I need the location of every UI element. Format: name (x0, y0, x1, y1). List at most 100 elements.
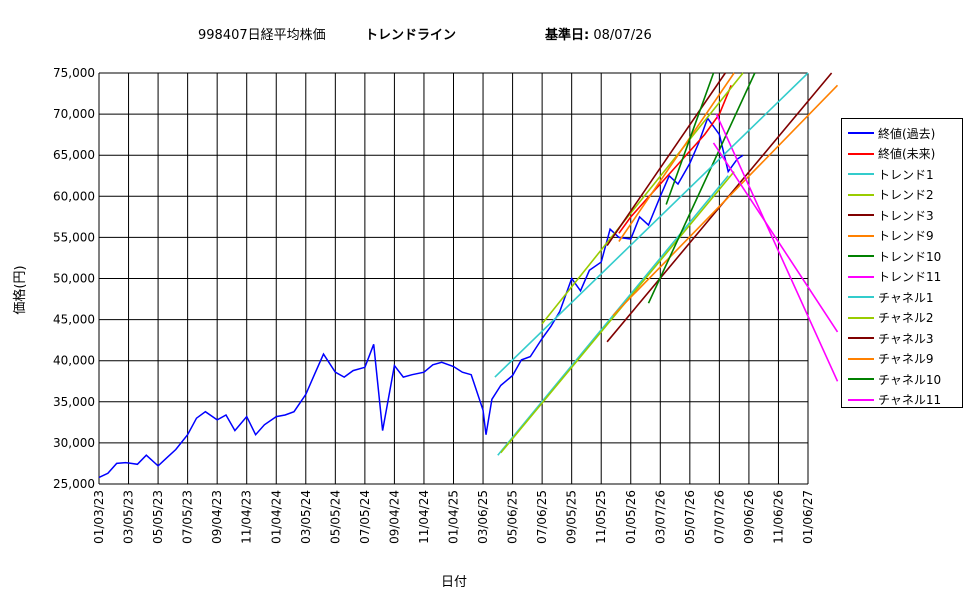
x-tick-label: 01/06/27 (801, 490, 815, 544)
y-tick-label: 60,000 (53, 189, 95, 203)
x-tick-label: 09/06/26 (742, 490, 756, 544)
y-tick-label: 35,000 (53, 395, 95, 409)
series-line-10 (606, 72, 726, 247)
x-tick-label: 01/04/24 (269, 490, 283, 544)
legend-item: トレンド3 (842, 205, 962, 226)
x-tick-label: 05/05/23 (151, 490, 165, 544)
x-tick-label: 11/04/23 (240, 490, 254, 544)
legend-label: トレンド1 (878, 167, 934, 182)
series-line-8 (494, 72, 809, 378)
series-line-9 (541, 72, 744, 325)
chart-subtitle: トレンドライン (365, 28, 457, 43)
x-tick-label: 07/06/25 (535, 490, 549, 544)
legend-item: トレンド11 (842, 267, 962, 288)
legend-swatch (848, 173, 874, 176)
legend-swatch (848, 275, 874, 278)
legend-swatch (848, 337, 874, 340)
legend-item: トレンド1 (842, 164, 962, 185)
legend-swatch (848, 193, 874, 196)
legend-swatch (848, 316, 874, 319)
legend-label: 終値(未来) (878, 147, 936, 162)
y-axis-ticks: 25,000 30,000 35,000 40,000 45,000 50,000 55,0… (53, 66, 95, 491)
series-line-7 (715, 113, 839, 382)
legend-label: トレンド3 (878, 208, 934, 223)
y-tick-label: 55,000 (53, 230, 95, 244)
legend-item: チャネル3 (842, 328, 962, 349)
legend-label: トレンド11 (878, 270, 942, 285)
chart-title: 998407日経平均株価 (198, 28, 326, 43)
x-tick-label: 03/07/26 (653, 490, 667, 544)
x-axis-label: 日付 (441, 575, 467, 590)
legend-item: トレンド10 (842, 246, 962, 267)
legend-swatch (848, 296, 874, 299)
series-line-6 (647, 72, 756, 304)
y-tick-label: 45,000 (53, 313, 95, 327)
legend-item: トレンド9 (842, 226, 962, 247)
y-tick-label: 50,000 (53, 272, 95, 286)
legend-item: チャネル2 (842, 308, 962, 329)
legend-item: チャネル11 (842, 390, 962, 411)
x-tick-label: 07/05/23 (181, 490, 195, 544)
y-axis-label: 価格(円) (12, 265, 28, 314)
legend-swatch (848, 234, 874, 237)
series-line-1 (618, 84, 732, 234)
legend-swatch (848, 214, 874, 217)
x-tick-label: 09/04/24 (387, 490, 401, 544)
x-tick-label: 03/05/24 (299, 490, 313, 544)
base-date-label: 基準日: (545, 28, 590, 43)
series-layer (98, 72, 839, 479)
legend-label: トレンド9 (878, 229, 934, 244)
legend-item: 終値(未来) (842, 144, 962, 165)
legend-label: チャネル9 (878, 352, 934, 367)
legend-label: チャネル11 (878, 393, 942, 408)
base-date: 基準日: 08/07/26 (545, 24, 652, 43)
legend-item: チャネル9 (842, 349, 962, 370)
legend-item: トレンド2 (842, 185, 962, 206)
legend-label: チャネル10 (878, 372, 942, 387)
legend-swatch (848, 378, 874, 381)
x-tick-label: 07/05/24 (358, 490, 372, 544)
y-tick-label: 30,000 (53, 436, 95, 450)
legend-label: チャネル2 (878, 311, 934, 326)
series-line-0 (98, 116, 744, 479)
x-axis-ticks: 01/03/23 03/05/23 05/05/23 07/05/23 09/04/23… (92, 490, 815, 544)
x-tick-label: 09/04/23 (210, 490, 224, 544)
x-tick-label: 03/06/25 (476, 490, 490, 544)
legend-label: トレンド10 (878, 249, 942, 264)
legend-swatch (848, 357, 874, 360)
x-tick-label: 01/05/26 (624, 490, 638, 544)
x-tick-label: 07/07/26 (712, 490, 726, 544)
x-tick-label: 09/05/25 (565, 490, 579, 544)
legend-swatch (848, 132, 874, 135)
legend-item: チャネル10 (842, 369, 962, 390)
legend: 終値(過去) 終値(未来) トレンド1 トレンド2 トレンド3 トレンド9 トレンド10 トレ… (841, 118, 963, 408)
x-tick-label: 11/06/26 (771, 490, 785, 544)
x-tick-label: 05/05/24 (328, 490, 342, 544)
legend-label: 終値(過去) (878, 126, 936, 141)
y-tick-label: 65,000 (53, 148, 95, 162)
y-tick-label: 75,000 (53, 66, 95, 80)
y-tick-label: 70,000 (53, 107, 95, 121)
legend-label: トレンド2 (878, 188, 934, 203)
series-line-12 (665, 72, 715, 205)
y-tick-label: 25,000 (53, 477, 95, 491)
legend-label: チャネル3 (878, 331, 934, 346)
y-tick-label: 40,000 (53, 354, 95, 368)
legend-item: 終値(過去) (842, 123, 962, 144)
x-tick-label: 01/03/23 (92, 490, 106, 544)
x-tick-label: 05/07/26 (683, 490, 697, 544)
legend-swatch (848, 398, 874, 401)
legend-label: チャネル1 (878, 290, 934, 305)
series-line-13 (712, 142, 839, 333)
x-tick-label: 03/05/23 (122, 490, 136, 544)
series-line-3 (500, 171, 735, 454)
x-tick-label: 05/06/25 (506, 490, 520, 544)
legend-swatch (848, 255, 874, 258)
x-tick-label: 01/04/25 (447, 490, 461, 544)
series-line-11 (618, 72, 735, 242)
x-tick-label: 11/05/25 (594, 490, 608, 544)
x-tick-label: 11/04/24 (417, 490, 431, 544)
legend-item: チャネル1 (842, 287, 962, 308)
